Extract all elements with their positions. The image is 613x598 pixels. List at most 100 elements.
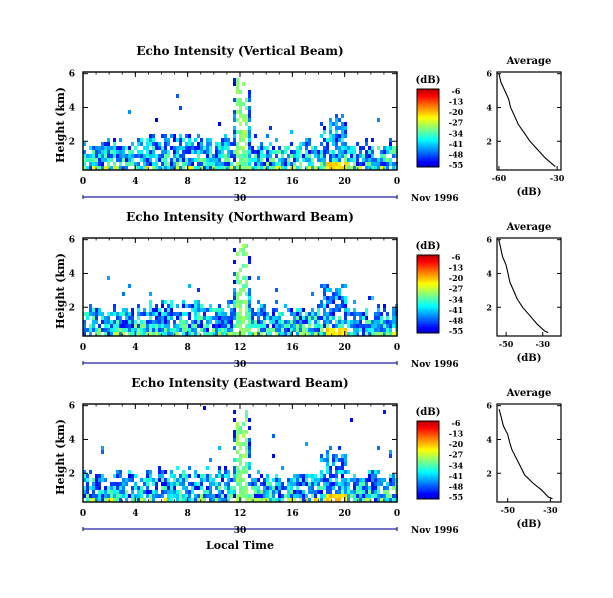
heatmap-cell — [149, 328, 152, 332]
heatmap-cell — [98, 478, 101, 482]
heatmap-cell — [365, 320, 368, 324]
heatmap-cell — [365, 494, 368, 498]
heatmap-cell — [233, 118, 236, 122]
colorbar-segment — [417, 264, 439, 268]
heatmap-cell — [197, 482, 200, 486]
heatmap-cell — [329, 158, 332, 162]
heatmap-cell — [227, 498, 230, 502]
heatmap-cell — [125, 482, 128, 486]
heatmap-cell — [266, 158, 269, 162]
heatmap-cell — [338, 494, 341, 498]
heatmap-cell — [104, 486, 107, 490]
heatmap-cell — [101, 154, 104, 158]
heatmap-cell — [380, 324, 383, 328]
heatmap-cell — [167, 150, 170, 154]
heatmap-cell — [257, 312, 260, 316]
heatmap-cell — [248, 130, 251, 134]
heatmap-cell — [245, 418, 248, 422]
heatmap-cell — [236, 82, 239, 86]
heatmap-cell — [287, 482, 290, 486]
heatmap-cell — [185, 328, 188, 332]
heatmap-cell — [194, 304, 197, 308]
heatmap-cell — [131, 312, 134, 316]
heatmap-cell — [317, 478, 320, 482]
heatmap-cell — [257, 490, 260, 494]
heatmap-cell — [239, 478, 242, 482]
heatmap-cell — [155, 304, 158, 308]
heatmap-cell — [332, 308, 335, 312]
heatmap-cell — [281, 166, 284, 170]
heatmap-cell — [338, 304, 341, 308]
heatmap-cell — [314, 146, 317, 150]
colorbar: -6-13-20-27-34-41-48-55 — [416, 252, 464, 336]
heatmap-cell — [149, 154, 152, 158]
profile-frame — [496, 403, 562, 503]
heatmap-cell — [119, 490, 122, 494]
heatmap-cell — [125, 158, 128, 162]
heatmap-cell — [245, 454, 248, 458]
heatmap-cell — [128, 494, 131, 498]
heatmap-cell — [236, 78, 239, 82]
heatmap-cell — [182, 304, 185, 308]
heatmap-cell — [188, 138, 191, 142]
heatmap-cell — [233, 438, 236, 442]
heatmap-cell — [92, 312, 95, 316]
heatmap-cell — [113, 166, 116, 170]
x-tick-label: 12 — [234, 177, 247, 187]
heatmap-cell — [233, 166, 236, 170]
heatmap-cell — [272, 146, 275, 150]
heatmap-cell — [380, 498, 383, 502]
heatmap-cell — [320, 134, 323, 138]
heatmap-cell — [299, 154, 302, 158]
heatmap-cell — [119, 312, 122, 316]
heatmap-cell — [224, 138, 227, 142]
heatmap-cell — [194, 474, 197, 478]
heatmap-cell — [248, 296, 251, 300]
heatmap-cell — [383, 320, 386, 324]
heatmap-cell — [353, 324, 356, 328]
heatmap-cell — [251, 498, 254, 502]
heatmap-cell — [392, 162, 395, 166]
heatmap-cell — [329, 308, 332, 312]
heatmap-cell — [371, 320, 374, 324]
heatmap-cell — [179, 494, 182, 498]
x-tick-label: 4 — [132, 343, 138, 353]
colorbar-tick-label: -34 — [449, 460, 464, 470]
profile-title: Average — [506, 56, 552, 67]
heatmap-cell — [116, 482, 119, 486]
heatmap-cell — [203, 316, 206, 320]
heatmap-cell — [248, 320, 251, 324]
heatmap-cell — [242, 248, 245, 252]
heatmap-cell — [290, 498, 293, 502]
heatmap-cell — [194, 498, 197, 502]
heatmap-cell — [299, 482, 302, 486]
heatmap-cell — [245, 252, 248, 256]
heatmap-cell — [377, 482, 380, 486]
heatmap-cell — [194, 470, 197, 474]
heatmap-cell — [245, 98, 248, 102]
heatmap-cell — [257, 276, 260, 280]
heatmap-cell — [173, 328, 176, 332]
heatmap-cell — [218, 320, 221, 324]
heatmap-cell — [317, 490, 320, 494]
colorbar-tick-label: -27 — [449, 450, 463, 460]
heatmap-cell — [296, 320, 299, 324]
heatmap-cell — [233, 434, 236, 438]
heatmap-cell — [188, 324, 191, 328]
heatmap-cell — [206, 308, 209, 312]
heatmap-cell — [296, 154, 299, 158]
heatmap-cell — [257, 316, 260, 320]
heatmap-cell — [269, 154, 272, 158]
colorbar: -6-13-20-27-34-41-48-55 — [416, 86, 464, 170]
heatmap-cell — [140, 138, 143, 142]
colorbar-segment — [417, 421, 439, 424]
heatmap-cell — [248, 466, 251, 470]
heatmap-cell — [275, 498, 278, 502]
colorbar-tick-label: -55 — [449, 160, 463, 170]
heatmap-cell — [245, 106, 248, 110]
heatmap-cell — [95, 498, 98, 502]
heatmap-cell — [224, 482, 227, 486]
heatmap-cell — [209, 474, 212, 478]
heatmap-cell — [221, 150, 224, 154]
heatmap-cell — [95, 316, 98, 320]
